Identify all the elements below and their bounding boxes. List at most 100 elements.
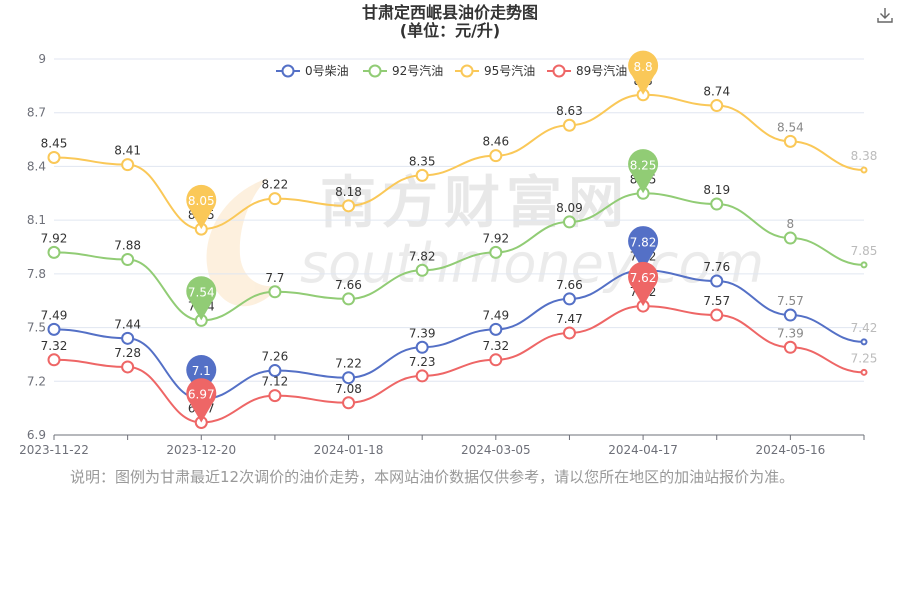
max-marker: 7.82 [628, 226, 659, 271]
data-label: 7.47 [556, 312, 583, 326]
x-tick-label: 2024-05-16 [755, 443, 825, 457]
marker-label: 7.82 [630, 235, 657, 249]
x-tick-label: 2023-12-20 [166, 443, 236, 457]
data-point [783, 308, 797, 322]
data-point [342, 292, 356, 306]
data-point [489, 353, 503, 367]
legend-marker [552, 64, 566, 78]
data-label: 7.57 [777, 294, 804, 308]
data-label: 7.49 [41, 308, 68, 322]
legend-marker [281, 64, 295, 78]
data-label: 7.88 [114, 239, 141, 253]
download-icon[interactable] [876, 6, 894, 24]
data-label: 7.26 [262, 350, 289, 364]
marker-label: 7.54 [188, 285, 215, 299]
y-tick-label: 8.4 [27, 159, 46, 173]
data-point [562, 292, 576, 306]
legend-label: 0号柴油 [305, 64, 349, 78]
data-point [860, 338, 868, 346]
data-point [710, 308, 724, 322]
data-point [415, 369, 429, 383]
data-point [121, 253, 135, 267]
data-label: 7.32 [41, 339, 68, 353]
data-label: 8.09 [556, 201, 583, 215]
data-point [783, 340, 797, 354]
min-marker: 7.1 [186, 354, 217, 400]
data-point [710, 274, 724, 288]
legend-item[interactable]: 95号汽油 [455, 63, 535, 78]
max-marker: 8.25 [628, 149, 659, 194]
min-marker: 6.97 [186, 378, 217, 423]
series-line [53, 192, 865, 322]
y-tick-label: 9 [38, 52, 46, 66]
legend-label: 95号汽油 [484, 63, 535, 78]
legend-item[interactable]: 0号柴油 [276, 64, 349, 78]
data-label: 8.18 [335, 185, 362, 199]
data-point [710, 99, 724, 113]
data-label: 8 [787, 217, 795, 231]
data-point [415, 168, 429, 182]
marker-label: 8.25 [630, 158, 657, 172]
data-label: 7.22 [335, 357, 362, 371]
data-label: 7.85 [851, 244, 878, 258]
y-tick-label: 7.8 [27, 267, 46, 281]
series-3: 7.327.286.977.127.087.237.327.477.627.57… [41, 285, 878, 429]
legend-label: 89号汽油 [576, 63, 627, 78]
y-grid: 6.9 7.2 7.5 7.8 8.1 8.4 8.7 9 [27, 52, 864, 442]
watermark-cn-text: 南方财富网 [320, 171, 630, 236]
data-point [47, 353, 61, 367]
data-point [489, 149, 503, 163]
legend-item[interactable]: 92号汽油 [363, 63, 443, 78]
legend-label: 92号汽油 [392, 63, 443, 78]
y-tick-label: 7.2 [27, 374, 46, 388]
data-point [47, 322, 61, 336]
data-label: 7.42 [851, 321, 878, 335]
data-point [860, 261, 868, 269]
data-label: 7.32 [482, 339, 509, 353]
data-point [268, 285, 282, 299]
data-point [860, 166, 868, 174]
y-tick-label: 8.7 [27, 106, 46, 120]
data-point [268, 389, 282, 403]
data-point [783, 134, 797, 148]
data-label: 8.45 [41, 136, 68, 150]
data-label: 8.46 [482, 135, 509, 149]
data-label: 7.66 [335, 278, 362, 292]
marker-label: 8.8 [634, 60, 653, 74]
data-point [47, 245, 61, 259]
data-label: 8.41 [114, 144, 141, 158]
data-label: 7.82 [409, 249, 436, 263]
series-line [53, 93, 865, 231]
x-tick-label: 2024-04-17 [608, 443, 678, 457]
x-axis: 2023-11-22 2023-12-20 2024-01-18 2024-03-05… [19, 435, 865, 457]
data-label: 7.39 [409, 326, 436, 340]
marker-pin [628, 50, 659, 95]
data-point [783, 231, 797, 245]
data-label: 8.19 [703, 183, 730, 197]
data-label: 7.25 [851, 351, 878, 365]
data-label: 7.92 [41, 231, 68, 245]
chart-subtitle: (单位：元/升) [399, 21, 501, 40]
data-point [562, 215, 576, 229]
data-point [268, 192, 282, 206]
data-point [268, 364, 282, 378]
data-label: 8.74 [703, 85, 730, 99]
legend-marker [460, 64, 474, 78]
marker-label: 8.05 [188, 194, 215, 208]
data-label: 7.28 [114, 346, 141, 360]
data-label: 8.63 [556, 104, 583, 118]
data-label: 8.35 [409, 154, 436, 168]
data-point [415, 340, 429, 354]
y-tick-label: 6.9 [27, 428, 46, 442]
marker-label: 7.62 [630, 271, 657, 285]
data-label: 7.44 [114, 317, 141, 331]
marker-label: 7.1 [192, 364, 211, 378]
legend-item[interactable]: 89号汽油 [547, 63, 627, 78]
data-point [710, 197, 724, 211]
max-marker: 7.62 [628, 261, 659, 307]
data-label: 7.49 [482, 308, 509, 322]
data-label: 7.92 [482, 231, 509, 245]
marker-pin [186, 184, 217, 230]
x-tick-label: 2024-03-05 [461, 443, 531, 457]
